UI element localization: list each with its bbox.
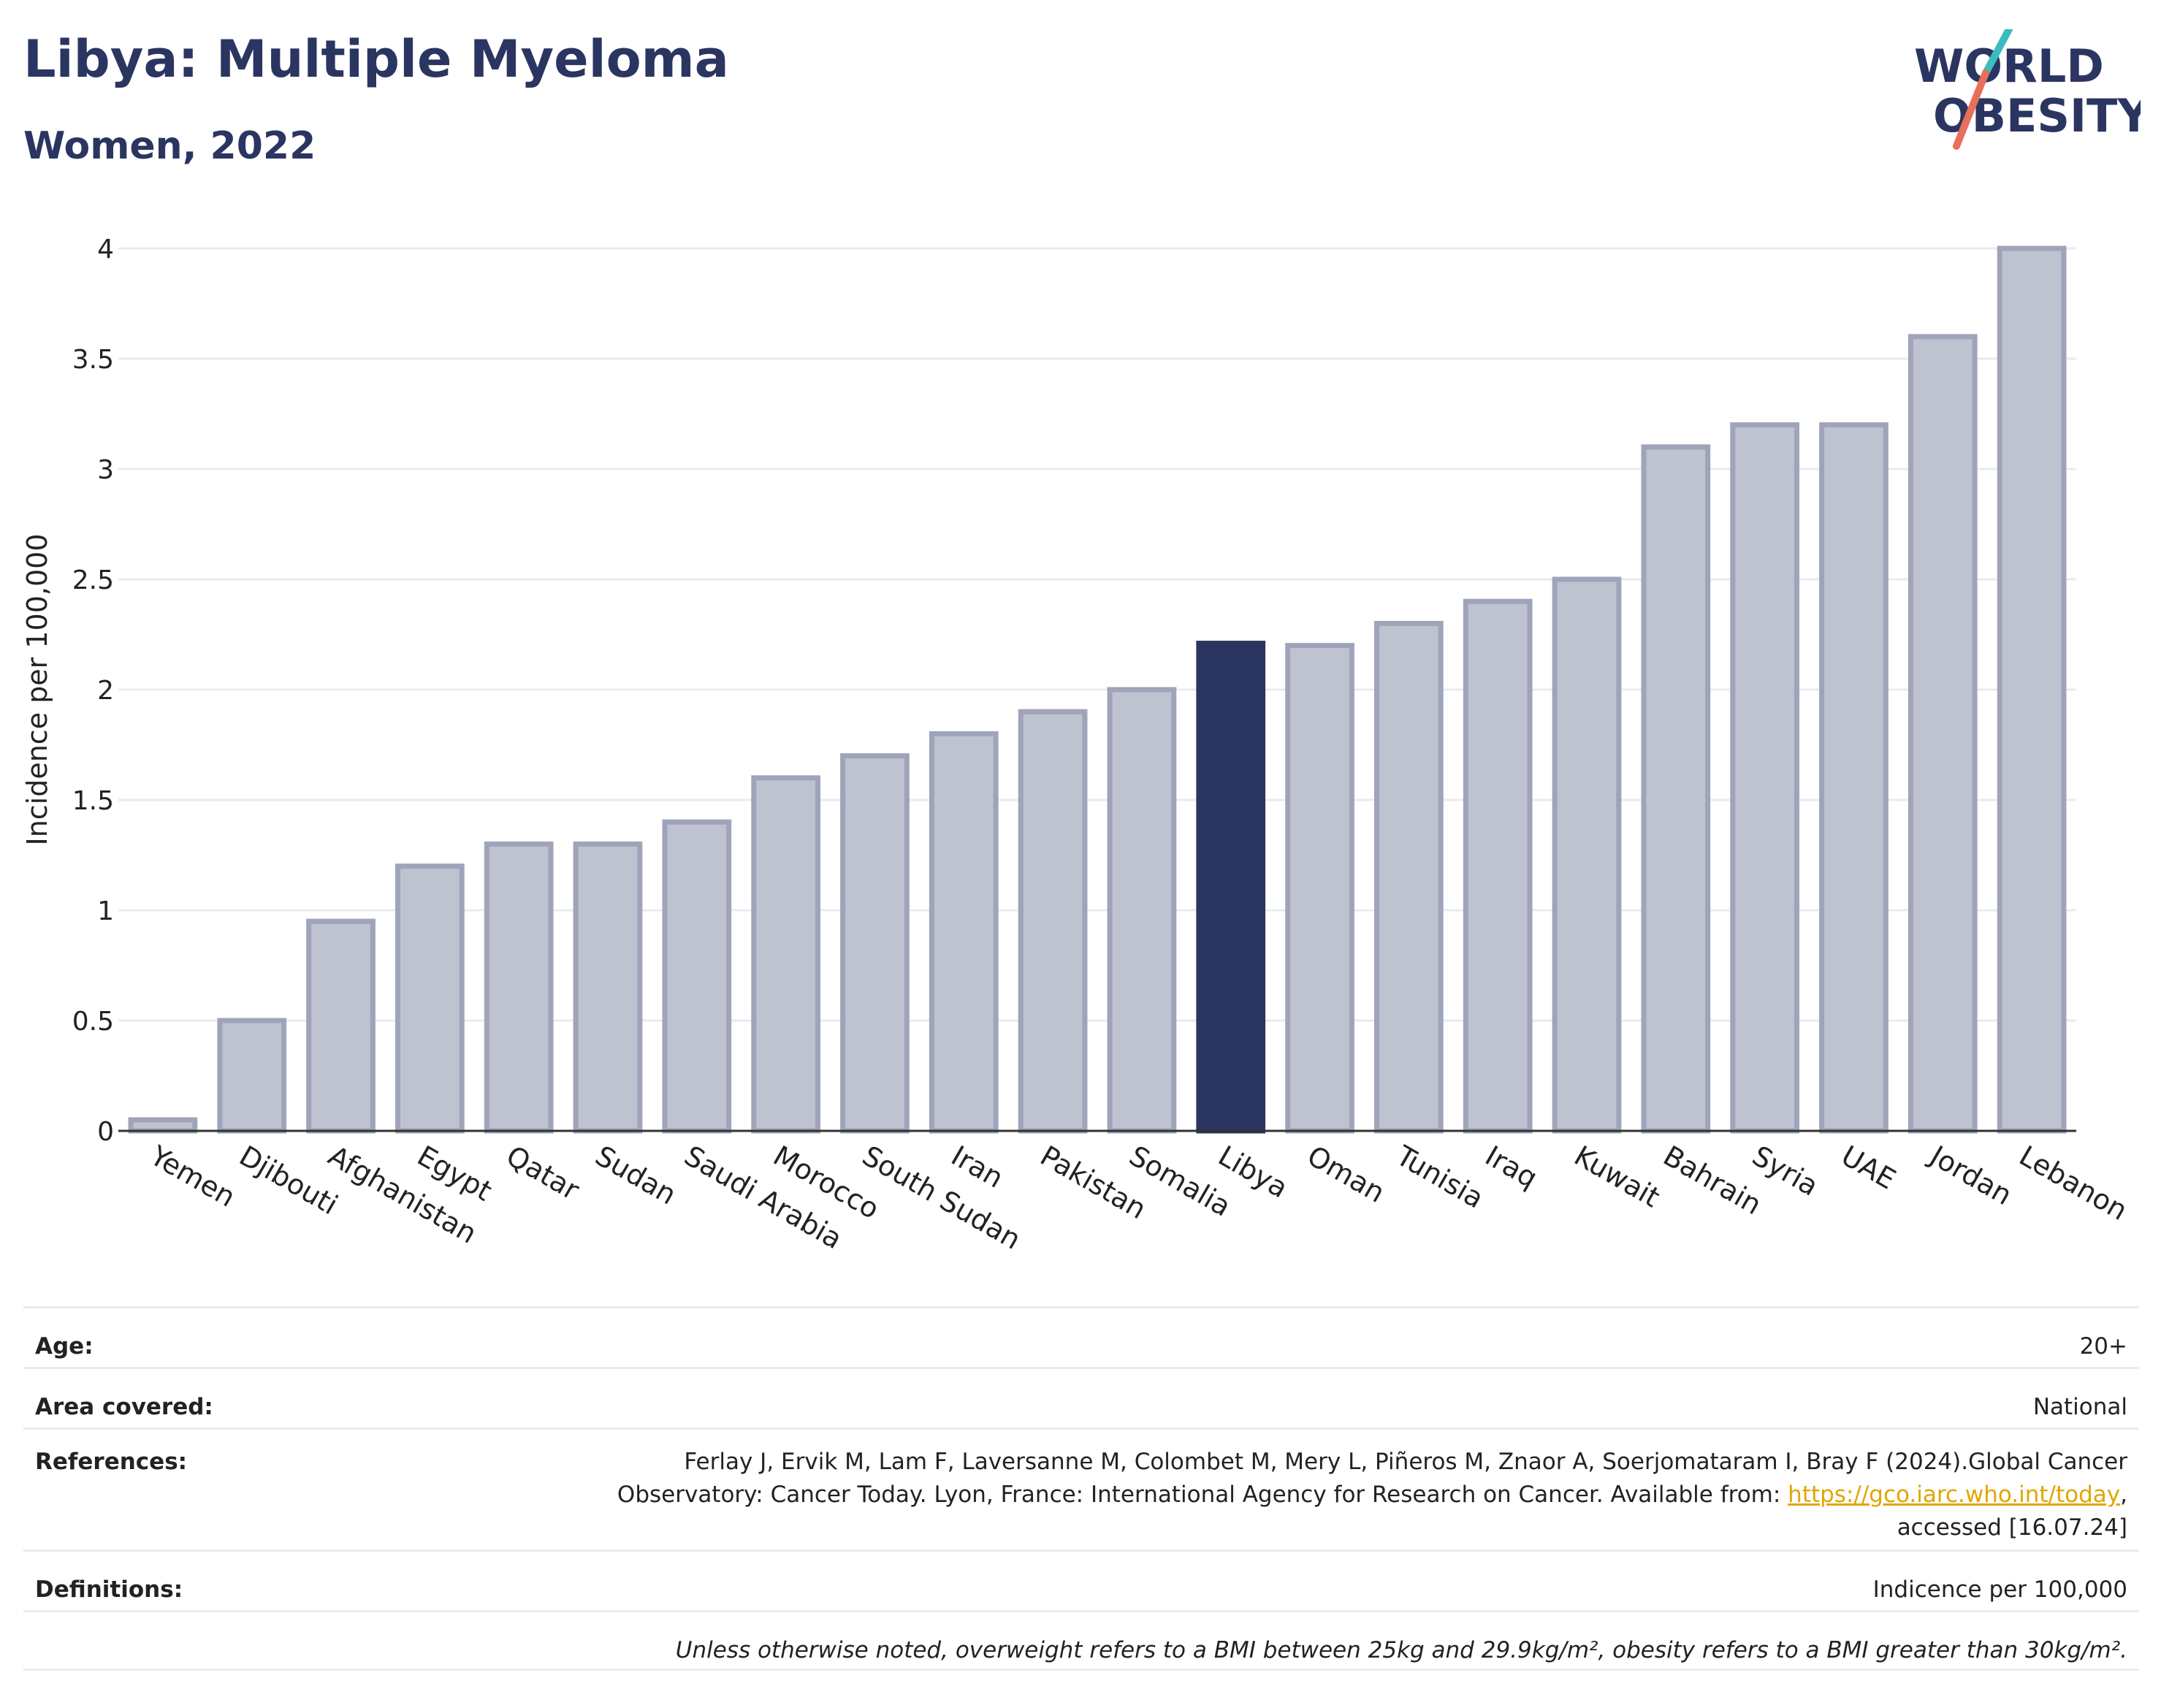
x-tick-label: Tunisia — [1390, 1139, 1489, 1215]
page-subtitle: Women, 2022 — [23, 124, 316, 168]
definitions-value: Indicence per 100,000 — [1872, 1577, 2127, 1603]
bar-kuwait — [1552, 576, 1622, 1134]
age-label: Age: — [35, 1333, 94, 1360]
bar-chart: 0 0.5 1 1.5 2 2.5 3 3.5 4 YemenDjiboutiAfghanist… — [21, 235, 2133, 1256]
bar-egypt — [395, 863, 465, 1134]
references-line2-suffix: , — [2120, 1482, 2127, 1508]
chart-bars — [128, 245, 2067, 1134]
bar-lebanon — [1997, 245, 2067, 1134]
bar-qatar — [484, 841, 554, 1134]
meta-row-age: Age: 20+ — [23, 1306, 2139, 1367]
page-title: Libya: Multiple Myeloma — [23, 29, 729, 89]
meta-row-area: Area covered: National — [23, 1367, 2139, 1427]
x-tick-label: Afghanistan — [323, 1140, 482, 1250]
y-tick-label: 4 — [97, 235, 114, 264]
bar-syria — [1730, 422, 1799, 1134]
x-tick-label: Qatar — [501, 1140, 585, 1207]
area-label: Area covered: — [35, 1394, 213, 1420]
bar-tunisia — [1374, 620, 1444, 1134]
x-tick-label: Jordan — [1924, 1139, 2017, 1212]
x-tick-label: Kuwait — [1569, 1140, 1666, 1214]
x-tick-label: Iran — [946, 1140, 1009, 1194]
references-label: References: — [35, 1449, 188, 1475]
x-tick-label: Lebanon — [2014, 1140, 2133, 1227]
metadata-table: Age: 20+ Area covered: National Referenc… — [23, 1306, 2139, 1671]
y-tick-label: 1 — [97, 896, 114, 926]
x-tick-label: Djibouti — [234, 1140, 343, 1221]
y-tick-label: 1.5 — [72, 786, 114, 816]
y-tick-label: 3.5 — [72, 345, 114, 375]
meta-row-references: References: Ferlay J, Ervik M, Lam F, La… — [23, 1427, 2139, 1549]
world-obesity-logo: WORLD OBESITY — [1914, 29, 2141, 150]
bar-south-sudan — [840, 753, 910, 1134]
bmi-note: Unless otherwise noted, overweight refer… — [675, 1637, 2127, 1663]
bar-pakistan — [1018, 709, 1088, 1134]
y-tick-label: 3 — [97, 455, 114, 485]
bar-djibouti — [217, 1018, 287, 1134]
references-value: Ferlay J, Ervik M, Lam F, Laversanne M, … — [617, 1446, 2127, 1544]
bar-uae — [1819, 422, 1889, 1134]
y-tick-label: 2.5 — [72, 565, 114, 595]
bar-iraq — [1463, 598, 1533, 1134]
logo-slash-teal — [1982, 29, 2013, 77]
area-value: National — [2032, 1394, 2127, 1420]
y-tick-label: 2 — [97, 676, 114, 706]
x-tick-label: Yemen — [145, 1139, 241, 1213]
x-tick-label: Sudan — [590, 1140, 682, 1211]
logo-slash-coral — [1953, 69, 1989, 150]
x-tick-label: Iraq — [1480, 1140, 1543, 1194]
x-tick-label: Oman — [1302, 1140, 1390, 1209]
references-link[interactable]: https://gco.iarc.who.int/today — [1788, 1482, 2121, 1508]
bar-libya — [1196, 641, 1266, 1134]
references-line1: Ferlay J, Ervik M, Lam F, Laversanne M, … — [684, 1449, 2127, 1475]
references-line3: accessed [16.07.24] — [1897, 1514, 2127, 1541]
bar-yemen — [128, 1117, 198, 1134]
meta-row-note: Unless otherwise noted, overweight refer… — [23, 1610, 2139, 1671]
definitions-label: Definitions: — [35, 1577, 183, 1603]
meta-row-definitions: Definitions: Indicence per 100,000 — [23, 1549, 2139, 1610]
y-axis-label: Incidence per 100,000 — [21, 533, 53, 845]
bar-afghanistan — [306, 918, 376, 1134]
bar-saudi-arabia — [662, 819, 732, 1134]
y-tick-label: 0 — [97, 1117, 114, 1147]
x-tick-label: Bahrain — [1658, 1140, 1766, 1221]
logo-line1: WORLD — [1914, 39, 2104, 93]
bar-bahrain — [1641, 444, 1711, 1134]
y-tick-label: 0.5 — [72, 1007, 114, 1037]
bar-sudan — [573, 841, 643, 1134]
age-value: 20+ — [2079, 1333, 2127, 1360]
y-axis-ticks: 0 0.5 1 1.5 2 2.5 3 3.5 4 — [72, 235, 114, 1147]
bar-oman — [1285, 643, 1354, 1134]
bar-jordan — [1907, 334, 1978, 1134]
bar-morocco — [751, 775, 820, 1134]
references-line2: Observatory: Cancer Today. Lyon, France:… — [617, 1482, 1788, 1508]
x-tick-label: UAE — [1836, 1140, 1901, 1196]
bar-somalia — [1107, 687, 1177, 1134]
bar-iran — [929, 731, 999, 1134]
